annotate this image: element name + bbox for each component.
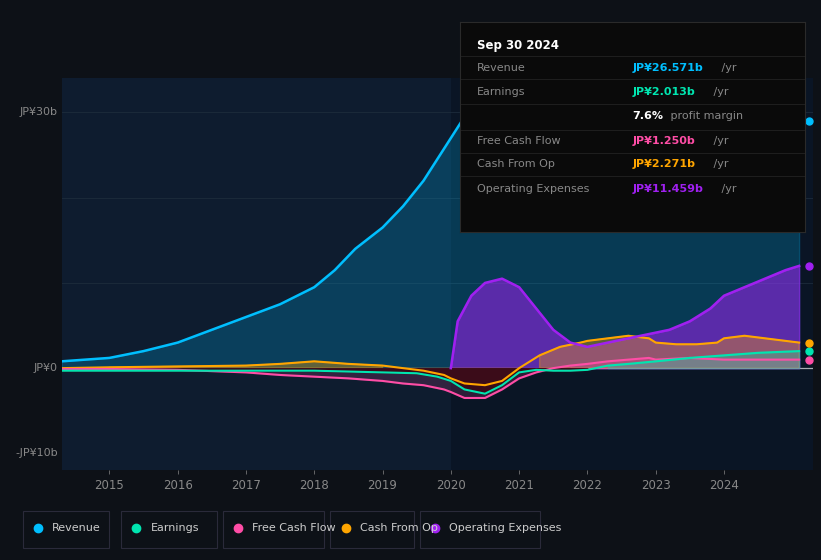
- Text: JP¥26.571b: JP¥26.571b: [632, 63, 703, 73]
- Text: Earnings: Earnings: [477, 87, 525, 97]
- Text: /yr: /yr: [709, 87, 728, 97]
- Text: Revenue: Revenue: [477, 63, 525, 73]
- Text: JP¥2.271b: JP¥2.271b: [632, 159, 695, 169]
- Text: profit margin: profit margin: [667, 111, 743, 121]
- Text: Sep 30 2024: Sep 30 2024: [477, 39, 559, 52]
- Text: JP¥30b: JP¥30b: [20, 108, 57, 118]
- Text: Cash From Op: Cash From Op: [477, 159, 555, 169]
- Text: /yr: /yr: [718, 63, 737, 73]
- Text: JP¥11.459b: JP¥11.459b: [632, 184, 703, 194]
- Text: Operating Expenses: Operating Expenses: [477, 184, 589, 194]
- Text: Free Cash Flow: Free Cash Flow: [477, 136, 561, 146]
- Text: JP¥1.250b: JP¥1.250b: [632, 136, 695, 146]
- Text: /yr: /yr: [709, 136, 728, 146]
- Text: Revenue: Revenue: [53, 523, 101, 533]
- Text: Free Cash Flow: Free Cash Flow: [252, 523, 336, 533]
- Text: /yr: /yr: [709, 159, 728, 169]
- Bar: [451, 70, 821, 479]
- Text: Earnings: Earnings: [151, 523, 200, 533]
- Text: Cash From Op: Cash From Op: [360, 523, 438, 533]
- Text: JP¥0: JP¥0: [34, 363, 57, 373]
- Text: JP¥2.013b: JP¥2.013b: [632, 87, 695, 97]
- Text: /yr: /yr: [718, 184, 737, 194]
- Text: 7.6%: 7.6%: [632, 111, 663, 121]
- Text: Operating Expenses: Operating Expenses: [449, 523, 562, 533]
- Text: -JP¥10b: -JP¥10b: [16, 449, 57, 458]
